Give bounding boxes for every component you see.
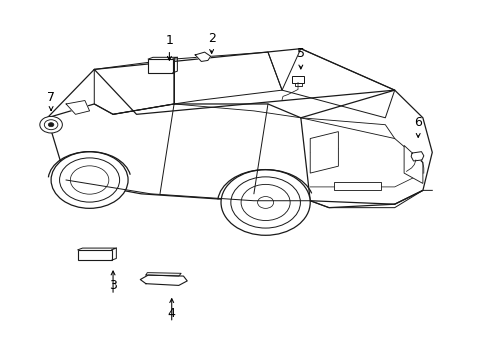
Text: 5: 5 <box>296 48 304 60</box>
Polygon shape <box>195 52 210 62</box>
Circle shape <box>48 123 54 127</box>
Polygon shape <box>174 52 282 104</box>
Text: 6: 6 <box>413 117 421 130</box>
Circle shape <box>51 152 128 208</box>
Polygon shape <box>78 248 116 250</box>
Text: 2: 2 <box>207 32 215 45</box>
Circle shape <box>221 170 309 235</box>
Text: 7: 7 <box>47 91 55 104</box>
Bar <box>333 182 380 190</box>
Polygon shape <box>145 273 181 276</box>
Polygon shape <box>309 132 338 173</box>
Polygon shape <box>282 49 394 118</box>
Polygon shape <box>403 145 422 184</box>
Text: 3: 3 <box>109 279 117 292</box>
Bar <box>292 76 304 82</box>
Polygon shape <box>140 275 187 285</box>
Circle shape <box>40 116 62 133</box>
Polygon shape <box>148 57 177 59</box>
Polygon shape <box>410 152 423 161</box>
Polygon shape <box>94 59 174 114</box>
Bar <box>148 59 172 73</box>
Polygon shape <box>94 49 394 114</box>
Text: 1: 1 <box>165 33 173 46</box>
Bar <box>78 250 111 260</box>
Text: 4: 4 <box>167 307 175 320</box>
Polygon shape <box>66 100 89 114</box>
